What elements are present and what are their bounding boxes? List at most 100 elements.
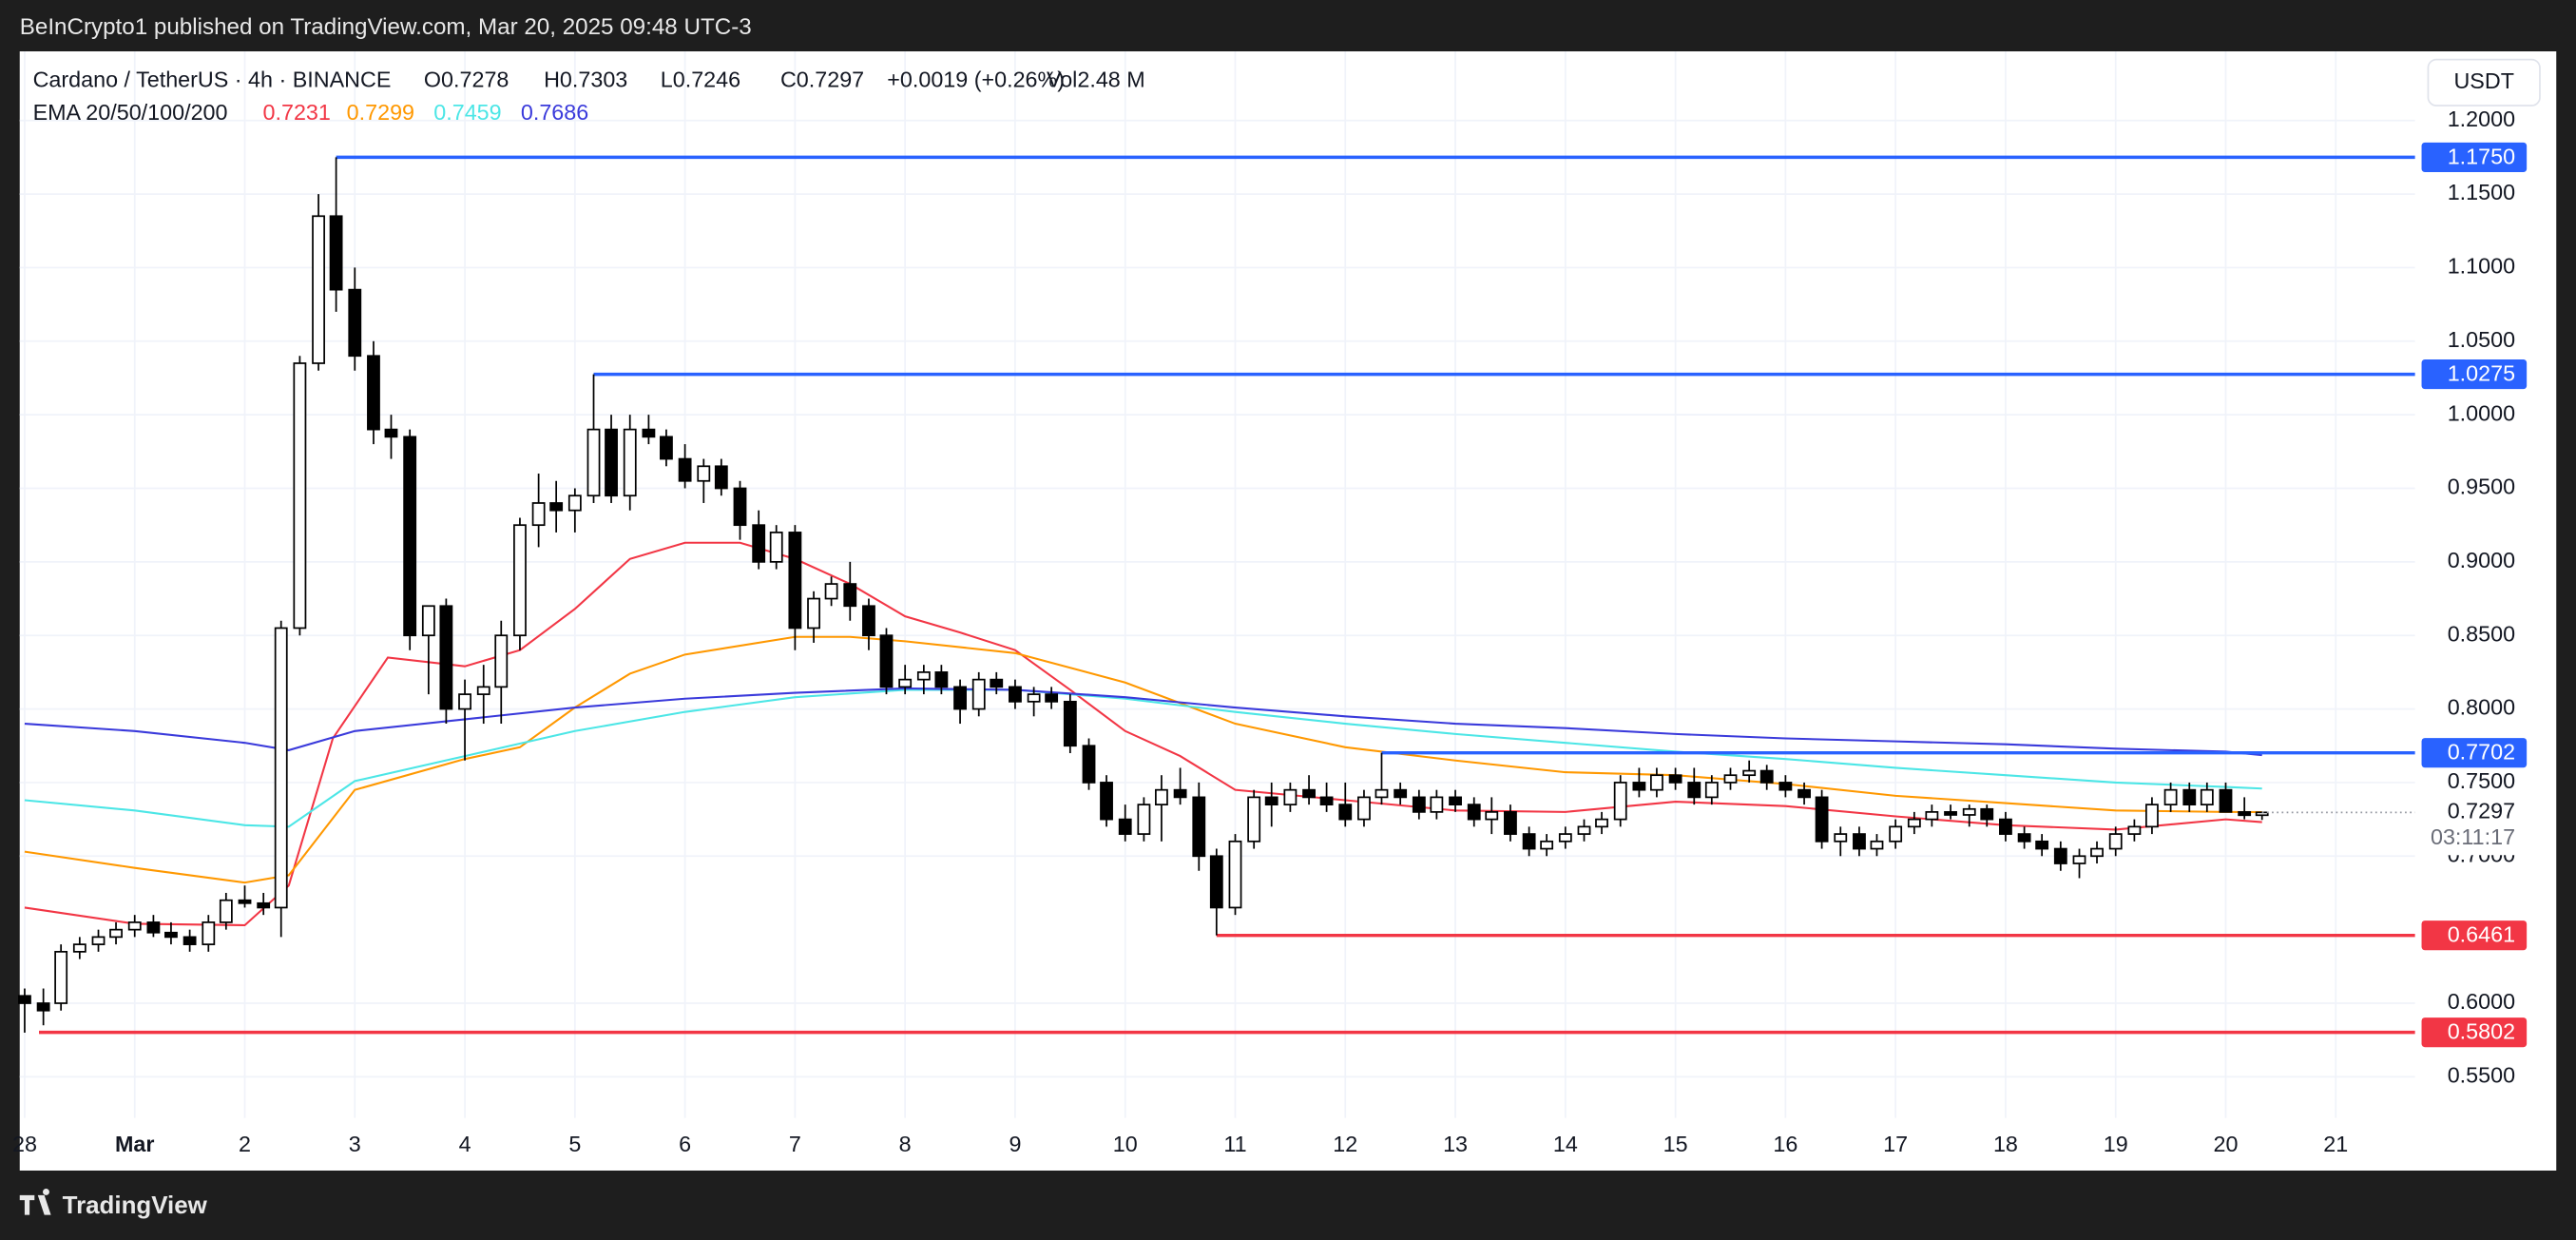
candle-body <box>1540 840 1554 850</box>
candle-body <box>1815 796 1829 843</box>
legend-entry: 0.7231 <box>263 100 331 125</box>
publish-note: BeInCrypto1 published on TradingView.com… <box>20 14 752 40</box>
candle-body <box>91 936 106 945</box>
candle-body <box>348 288 362 358</box>
y-tick-label: 1.2000 <box>2448 107 2515 131</box>
candle-body <box>72 943 87 953</box>
candle-body <box>531 502 546 527</box>
x-tick-label: 15 <box>1663 1132 1688 1156</box>
candle-body <box>1558 833 1572 843</box>
candle-body <box>879 634 894 688</box>
ohlc-value: L0.7246 <box>661 67 740 91</box>
ema-line <box>24 688 2262 828</box>
candle-body <box>1632 782 1646 791</box>
candle-body <box>1962 807 1976 816</box>
candle-body <box>403 436 417 637</box>
x-tick-label: 20 <box>2214 1132 2239 1156</box>
candle-body <box>293 362 307 630</box>
candle-body <box>714 465 728 490</box>
last-price-badge <box>2421 796 2528 856</box>
candle-body <box>238 899 252 904</box>
candle-body <box>697 465 711 482</box>
candle-body <box>586 428 601 497</box>
logo-icon <box>19 1188 51 1215</box>
candle-body <box>36 1002 50 1012</box>
candle-body <box>2255 811 2269 817</box>
candle-body <box>1430 796 1444 813</box>
candle-body <box>898 678 913 688</box>
candle-body <box>2200 788 2214 806</box>
candle-body <box>421 605 435 637</box>
candle-body <box>605 428 618 497</box>
candle-body <box>1687 782 1701 799</box>
candle-body <box>1412 796 1426 813</box>
y-tick-label: 0.9500 <box>2448 475 2515 499</box>
x-tick-label: Mar <box>115 1132 155 1156</box>
candle-body <box>439 605 453 710</box>
candle-body <box>843 583 857 608</box>
candle-body <box>1870 840 1884 850</box>
y-tick-label: 1.0000 <box>2448 400 2515 425</box>
candle-body <box>2053 847 2067 864</box>
candle-body <box>2090 847 2104 858</box>
candle-body <box>1889 825 1903 843</box>
indicator-label: EMA 20/50/100/200 <box>33 100 228 125</box>
candle-body <box>1504 811 1517 835</box>
ohlc-value: Vol2.48 M <box>1047 67 1145 91</box>
candle-body <box>1907 818 1921 828</box>
x-tick-label: 13 <box>1443 1132 1468 1156</box>
candle-body <box>1283 788 1298 806</box>
candle-body <box>642 428 656 438</box>
ohlc-value: +0.0019 (+0.26%) <box>887 67 1065 91</box>
x-tick-label: 2 <box>239 1132 251 1156</box>
y-tick-label: 0.6000 <box>2448 989 2515 1014</box>
x-tick-label: 6 <box>679 1132 691 1156</box>
candle-body <box>752 524 766 563</box>
x-tick-label: 7 <box>789 1132 801 1156</box>
candle-body <box>1522 833 1536 850</box>
level-badge <box>2421 738 2528 768</box>
candle-body <box>934 671 949 688</box>
candle-body <box>219 899 233 923</box>
level-badge <box>2421 920 2528 951</box>
candle-body <box>1045 693 1059 703</box>
candle-body <box>367 355 380 431</box>
x-tick-label: 17 <box>1883 1132 1908 1156</box>
candle-body <box>1173 788 1187 799</box>
candle-body <box>1137 804 1151 835</box>
level-badge <box>2421 1017 2528 1048</box>
candle-body <box>1980 807 1994 821</box>
candle-body <box>1853 833 1866 850</box>
candle-body <box>916 671 931 681</box>
candle-body <box>1302 788 1316 799</box>
candle-body <box>2163 788 2178 806</box>
candle-body <box>202 921 216 945</box>
candle-body <box>1999 818 2012 835</box>
level-label: 1.0275 <box>2448 361 2515 386</box>
candle-body <box>312 215 325 364</box>
candle-body <box>660 436 673 460</box>
candle-body <box>1100 782 1113 821</box>
y-tick-label: 0.8500 <box>2448 621 2515 646</box>
candle-body <box>1797 788 1811 799</box>
candle-body <box>567 494 582 512</box>
candle-body <box>733 487 747 527</box>
x-tick-label: 19 <box>2104 1132 2128 1156</box>
currency-button[interactable] <box>2427 58 2541 107</box>
candle-body <box>1704 782 1719 799</box>
x-tick-label: 4 <box>459 1132 471 1156</box>
ohlc-value: H0.7303 <box>544 67 627 91</box>
currency-label: USDT <box>2453 68 2514 93</box>
candle-body <box>109 928 123 939</box>
last-price-label: 0.7297 <box>2448 798 2515 823</box>
level-label: 0.6461 <box>2448 922 2515 947</box>
candle-body <box>1155 788 1168 806</box>
candle-body <box>1027 693 1041 703</box>
candle-body <box>1375 788 1389 799</box>
candle-body <box>1319 796 1334 806</box>
x-tick-label: 12 <box>1333 1132 1357 1156</box>
candle-body <box>953 686 967 710</box>
candle-body <box>1944 811 1957 816</box>
